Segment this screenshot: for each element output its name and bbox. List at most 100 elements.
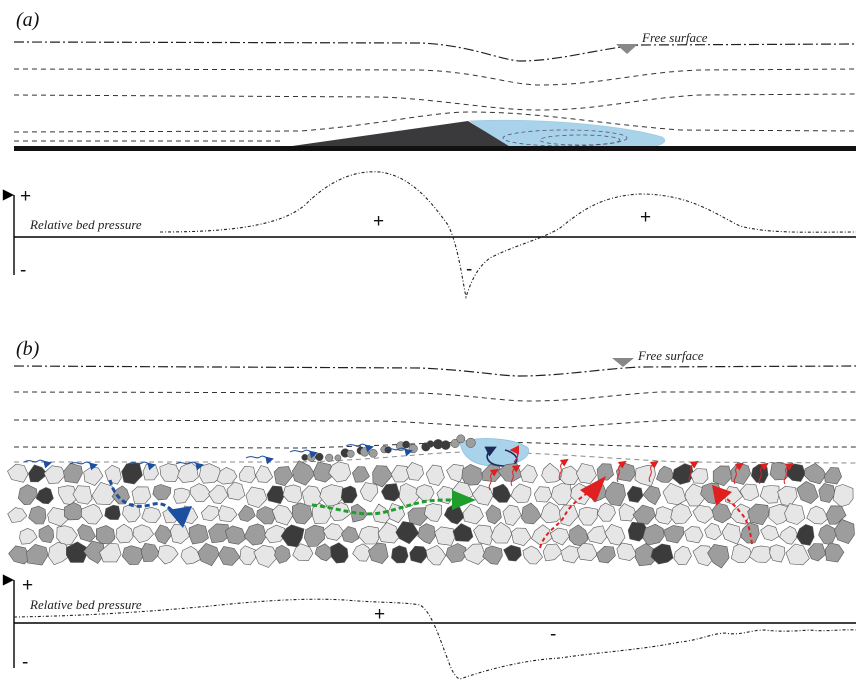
gravel-grain [576,542,598,562]
gravel-grain [83,467,104,486]
gravel-grain [266,485,285,504]
gravel-grain [104,504,121,520]
entrained-grain [315,452,324,461]
gravel-grain [111,485,130,505]
gravel-grain [292,543,314,562]
gravel-grain [154,524,173,545]
gravel-grain [140,542,160,562]
gravel-grain [330,542,349,564]
gravel-grain [395,521,420,545]
gravel-grain [274,544,291,564]
gravel-grain [533,486,553,503]
gravel-grain [485,504,502,525]
gravel-grain [226,481,246,501]
gravel-grain [832,484,854,508]
gravel-grain [96,525,116,545]
zone-plus-a-1: + [373,211,384,232]
zone-minus-a: - [466,259,472,280]
gravel-grain [292,460,316,486]
gravel-bed [7,434,855,569]
gravel-grain [704,522,722,541]
gravel-grain [19,527,38,545]
gravel-grain [197,543,220,567]
exfiltration-arrow [558,458,569,481]
gravel-grain [760,524,780,541]
gravel-grain [673,545,692,566]
gravel-grain [807,543,827,562]
gravel-grain [239,545,256,566]
free-surface-marker-a [616,44,638,54]
exfiltration-flow-head-1 [580,476,606,502]
gravel-grain [596,463,614,481]
streamline-a-1 [13,68,857,86]
gravel-grain [199,463,222,484]
gravel-grain [462,503,484,525]
gravel-grain [64,502,84,521]
inflow-arrow [345,443,374,453]
gravel-grain [159,463,181,483]
streamline-b-1 [13,391,856,402]
gravel-grain [721,523,742,545]
gravel-grain [502,504,522,526]
gravel-grain [243,523,267,546]
gravel-grain [8,545,31,565]
entrained-grain [325,453,334,462]
entrained-grain [426,440,435,448]
entrained-grain [306,453,316,462]
gravel-grain [540,501,563,524]
gravel-grain [208,484,229,505]
gravel-grain [35,487,54,505]
entrained-grain [450,439,460,448]
gravel-grain [759,485,780,504]
gravel-grain [795,524,815,546]
gravel-grain [99,542,122,563]
gravel-grain [391,545,409,564]
gravel-grain [341,526,360,544]
gravel-grain [157,544,179,565]
gravel-grain [604,481,626,507]
exfiltration-arrow [758,462,769,485]
gravel-grain [550,483,573,506]
gravel-grain [642,523,665,546]
gravel-grain [626,485,644,503]
gravel-grain [28,505,47,525]
gravel-grain [511,527,532,547]
gravel-grain [712,465,733,487]
gravel-grain [115,523,134,544]
gravel-grain [26,543,49,566]
exfiltration-arrow [510,464,521,487]
inflow-arrow [175,461,204,471]
gravel-grain [684,526,704,544]
gravel-grain [521,502,542,525]
gravel-grain [550,527,570,546]
gravel-grain [328,461,352,483]
gravel-grain [578,506,598,526]
panel-b: (b) Free surface + - Relative [2,338,857,680]
free-surface-label-a: Free surface [641,30,708,45]
gravel-grain [482,545,503,565]
gravel-grain [280,524,305,548]
gravel-grain [560,465,580,486]
zone-plus-a-2: + [640,207,651,228]
gravel-grain [730,503,750,525]
recirculation-eddy-a-2 [539,134,621,146]
gravel-grain [596,502,616,522]
gravel-grain [72,485,93,505]
gravel-grain [424,503,443,522]
gravel-grain [445,543,467,563]
gravel-grain [17,484,38,506]
gravel-grain [670,503,693,525]
gravel-grain [655,506,674,525]
gravel-grain [541,462,562,483]
gravel-grain [238,504,256,522]
gravel-grain [180,545,202,565]
axis-plus-b: + [22,575,33,596]
gravel-grain [273,466,294,487]
exfiltration-flow-path-1 [539,489,593,549]
infiltration-flow-path [108,479,182,521]
gravel-grain [368,542,389,564]
entrained-grain [368,448,378,458]
exfiltration-arrow [488,468,499,491]
inflow-arrow [245,455,274,465]
pressure-label-a: Relative bed pressure [29,217,142,232]
